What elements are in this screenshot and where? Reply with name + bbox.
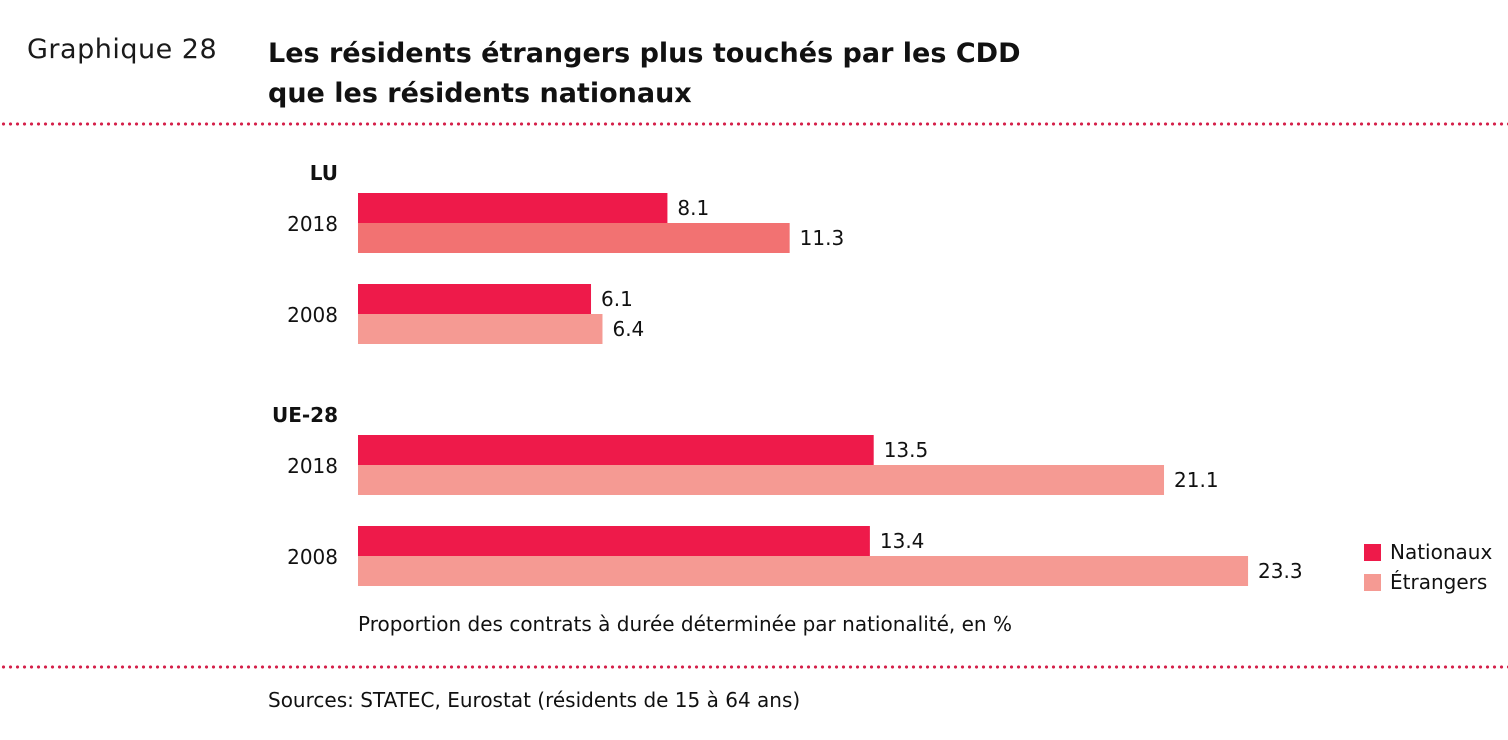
- legend-item-etrangers: Étrangers: [1364, 567, 1492, 597]
- legend-label-nationaux: Nationaux: [1390, 540, 1493, 564]
- year-label-ue-28-2018: 2018: [287, 454, 338, 478]
- graph-number-label: Graphique 28: [27, 34, 218, 65]
- bar-lu-2008-nationaux: [358, 284, 592, 314]
- legend-label-etrangers: Étrangers: [1390, 570, 1488, 594]
- legend-swatch-etrangers: [1364, 573, 1381, 591]
- bar-chart: LU 2018 8.1 11.3 2008 6.1 6.4 UE-28 2018 13.5 21.1…: [272, 161, 1303, 586]
- chart-title: Les résidents étrangers plus touchés par…: [268, 34, 1020, 114]
- source-note: Sources: STATEC, Eurostat (résidents de …: [268, 688, 801, 712]
- x-axis-caption: Proportion des contrats à durée détermin…: [358, 612, 1012, 636]
- bar-lu-2018-étrangers: [358, 223, 790, 253]
- bar-lu-2008-étrangers: [358, 314, 603, 344]
- bottom-dotted-divider: [0, 665, 1508, 669]
- data-label-ue-28-2008-étrangers: 23.3: [1258, 559, 1303, 583]
- data-label-lu-2018-étrangers: 11.3: [800, 226, 845, 250]
- data-label-ue-28-2008-nationaux: 13.4: [880, 529, 925, 553]
- data-label-lu-2018-nationaux: 8.1: [677, 196, 709, 220]
- legend-swatch-nationaux: [1364, 543, 1381, 561]
- group-label-lu: LU: [310, 161, 338, 185]
- group-label-ue-28: UE-28: [272, 403, 338, 427]
- data-label-ue-28-2018-étrangers: 21.1: [1174, 468, 1219, 492]
- legend-item-nationaux: Nationaux: [1364, 537, 1492, 567]
- bar-ue-28-2008-nationaux: [358, 526, 870, 556]
- chart-title-line-2: que les résidents nationaux: [268, 78, 692, 109]
- bar-ue-28-2018-nationaux: [358, 435, 874, 465]
- chart-title-line-1: Les résidents étrangers plus touchés par…: [268, 38, 1021, 69]
- legend: Nationaux Étrangers: [1364, 537, 1492, 597]
- year-label-ue-28-2008: 2008: [287, 545, 338, 569]
- year-label-lu-2018: 2018: [287, 212, 338, 236]
- data-label-lu-2008-étrangers: 6.4: [612, 317, 644, 341]
- bar-lu-2018-nationaux: [358, 193, 668, 223]
- year-label-lu-2008: 2008: [287, 303, 338, 327]
- bar-ue-28-2008-étrangers: [358, 556, 1249, 586]
- data-label-lu-2008-nationaux: 6.1: [601, 287, 633, 311]
- bar-ue-28-2018-étrangers: [358, 465, 1165, 495]
- data-label-ue-28-2018-nationaux: 13.5: [884, 438, 929, 462]
- top-dotted-divider: [0, 122, 1508, 126]
